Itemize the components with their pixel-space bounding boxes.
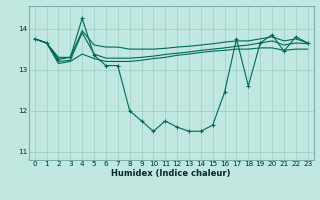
X-axis label: Humidex (Indice chaleur): Humidex (Indice chaleur) (111, 169, 231, 178)
